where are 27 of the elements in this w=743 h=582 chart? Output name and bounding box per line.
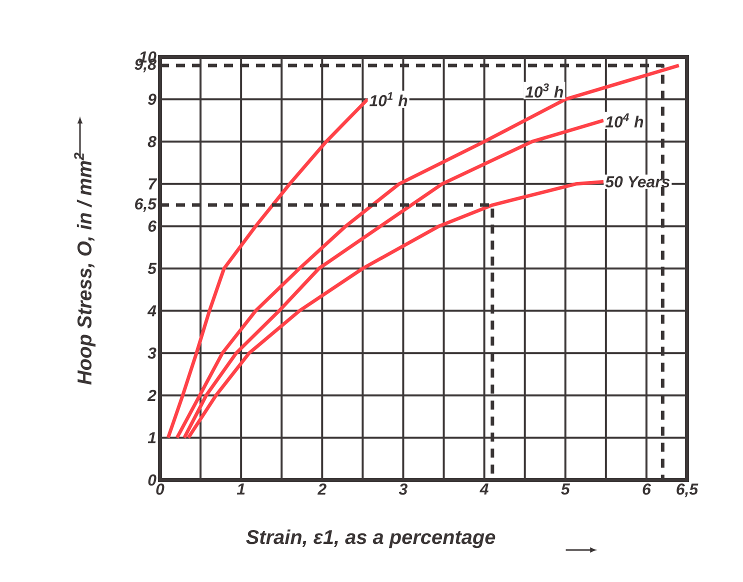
line-series: [166, 98, 370, 440]
y-tick-label: 2: [147, 390, 156, 401]
line-series: [182, 118, 606, 440]
x-tick-label: 1: [236, 484, 245, 494]
x-tick-label: 6: [642, 484, 651, 495]
y-tick-label: 3: [148, 347, 156, 359]
y-tick-label: 6: [148, 220, 157, 232]
y-tick-label: 0: [148, 474, 156, 486]
line-series: [175, 64, 681, 440]
x-tick-label: 6,5: [676, 484, 698, 498]
x-tick-label: 5: [561, 484, 570, 495]
series-label: 50 Years: [605, 176, 670, 188]
series-label: 10$^{1}$ h: [370, 92, 408, 106]
x-tick-label: 4: [480, 484, 488, 494]
series-label: 10$^{3}$ h: [525, 83, 564, 98]
x-axis-title: Strain, ε1, as a percentage: [246, 530, 496, 548]
y-tick-label: 7: [148, 178, 158, 190]
series-label: 10$^{4}$ h: [605, 113, 644, 128]
y-tick-label: 9: [148, 94, 156, 105]
y-tick-label: 4: [147, 305, 156, 316]
x-tick-label: 0: [156, 484, 164, 495]
y-tick-label: 8: [148, 136, 156, 148]
x-tick-label: 3: [398, 484, 408, 495]
y-tick-label: 1: [148, 432, 156, 444]
x-tick-label: 2: [317, 484, 326, 495]
y-tick-label: 5: [148, 262, 157, 274]
y-tick-label: 6,5: [135, 198, 157, 212]
